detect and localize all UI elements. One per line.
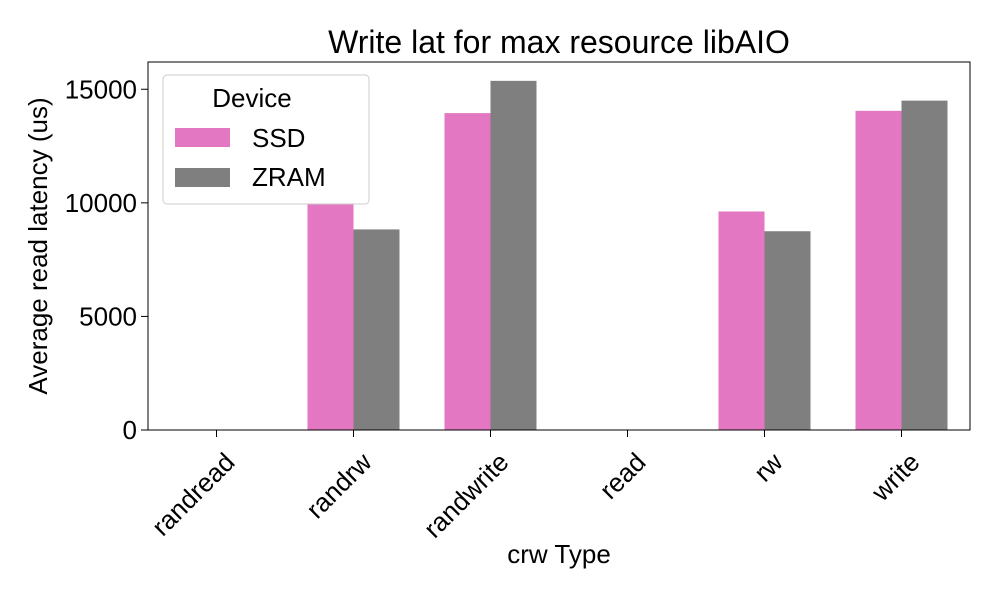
x-tick-label-randwrite: randwrite (418, 447, 515, 544)
bar-ssd-rw (718, 211, 765, 430)
bar-ssd-randrw (307, 203, 354, 430)
bar-ssd-randwrite (444, 113, 491, 430)
x-tick-label-randread: randread (146, 447, 241, 542)
plot-area: 0 5000 10000 15000 randread randrw randwrite re… (65, 61, 971, 544)
legend-label-zram: ZRAM (252, 162, 326, 192)
plot-frame (147, 61, 971, 431)
legend: Device SSD ZRAM (162, 74, 370, 205)
x-tick-label-write: write (865, 447, 926, 508)
chart-title: Write lat for max resource libAIO (328, 24, 790, 60)
y-tick-label-5000: 5000 (79, 301, 137, 331)
legend-swatch-ssd (175, 128, 230, 147)
x-tick-label-rw: rw (748, 447, 789, 488)
y-tick-label-15000: 15000 (65, 74, 137, 104)
y-axis-label: Average read latency (us) (23, 97, 53, 394)
bar-zram-rw (764, 231, 811, 430)
x-tick-label-read: read (594, 447, 652, 505)
legend-label-ssd: SSD (252, 123, 305, 153)
y-tick-label-10000: 10000 (65, 188, 137, 218)
bar-zram-randrw (353, 229, 400, 430)
y-tick-label-0: 0 (123, 415, 137, 445)
bar-ssd-write (855, 110, 902, 430)
x-tick-label-randrw: randrw (300, 447, 378, 525)
legend-title: Device (212, 83, 291, 113)
legend-swatch-zram (175, 168, 230, 187)
x-axis-label: crw Type (507, 539, 611, 569)
bar-zram-write (901, 100, 948, 431)
bar-zram-randwrite (490, 80, 537, 431)
